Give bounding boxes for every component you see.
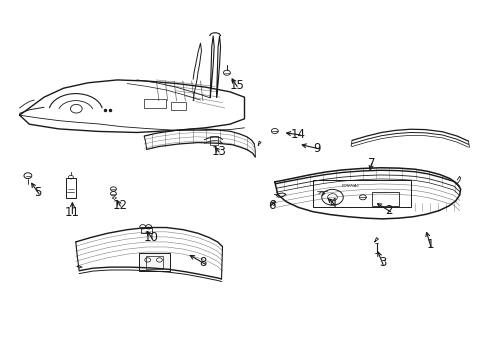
Bar: [141, 228, 151, 233]
Text: 6: 6: [267, 199, 275, 212]
Bar: [210, 136, 218, 145]
Text: 9: 9: [312, 142, 320, 155]
Text: 4: 4: [329, 197, 337, 210]
Text: 5: 5: [34, 186, 42, 199]
Bar: [144, 99, 166, 108]
Text: 2: 2: [384, 204, 392, 217]
Bar: [66, 178, 76, 198]
Bar: [371, 192, 398, 206]
Bar: [171, 102, 185, 110]
Text: PONTIAC: PONTIAC: [341, 184, 360, 188]
Bar: [312, 180, 410, 207]
Bar: [145, 256, 163, 269]
Text: 7: 7: [367, 157, 375, 170]
Text: 12: 12: [113, 199, 127, 212]
Text: 8: 8: [199, 256, 206, 269]
Text: 15: 15: [229, 79, 244, 92]
Text: 10: 10: [144, 231, 159, 244]
Text: 11: 11: [65, 206, 80, 219]
Text: 3: 3: [378, 256, 386, 269]
Bar: [139, 253, 169, 271]
Text: 13: 13: [211, 145, 226, 158]
Text: 1: 1: [426, 238, 433, 251]
Text: 14: 14: [290, 128, 305, 141]
